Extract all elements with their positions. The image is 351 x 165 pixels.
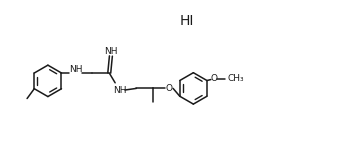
Text: O: O	[166, 84, 173, 93]
Text: O: O	[211, 74, 218, 83]
Text: NH: NH	[104, 47, 118, 56]
Text: NH: NH	[113, 85, 126, 95]
Text: HI: HI	[180, 14, 194, 28]
Text: CH₃: CH₃	[228, 74, 245, 83]
Text: NH: NH	[69, 65, 82, 74]
